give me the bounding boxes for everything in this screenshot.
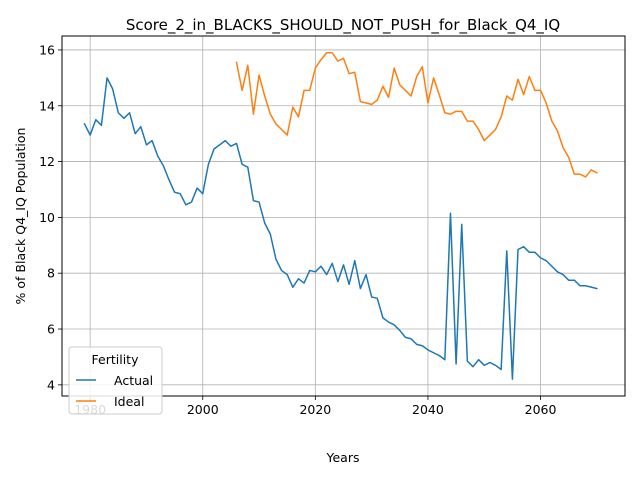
plot-frame <box>61 35 626 397</box>
y-tick-label: 8 <box>47 266 55 281</box>
x-tick-label: 2060 <box>525 402 557 417</box>
grid <box>62 36 625 396</box>
x-tick-label: 2040 <box>412 402 444 417</box>
legend-title: Fertility <box>92 352 140 367</box>
y-tick-label: 6 <box>47 322 55 337</box>
series-lines <box>83 51 598 381</box>
y-tick-label: 10 <box>39 210 55 225</box>
legend: Fertility Actual Ideal <box>68 346 163 415</box>
x-tick-label: 2000 <box>187 402 219 417</box>
series-line-actual <box>83 77 598 381</box>
y-tick-label: 16 <box>39 42 55 57</box>
y-axis-label: % of Black Q4_IQ Population <box>13 128 28 305</box>
x-axis-label: Years <box>326 450 360 465</box>
y-tick-label: 4 <box>47 377 55 392</box>
legend-label-actual: Actual <box>114 373 153 388</box>
legend-label-ideal: Ideal <box>114 394 144 409</box>
series-line-ideal <box>235 51 598 178</box>
x-tick-label: 2020 <box>299 402 331 417</box>
legend-box <box>68 346 163 415</box>
chart-title: Score_2_in_BLACKS_SHOULD_NOT_PUSH_for_Bl… <box>126 16 560 35</box>
y-tick-label: 12 <box>39 154 55 169</box>
y-tick-label: 14 <box>39 98 55 113</box>
